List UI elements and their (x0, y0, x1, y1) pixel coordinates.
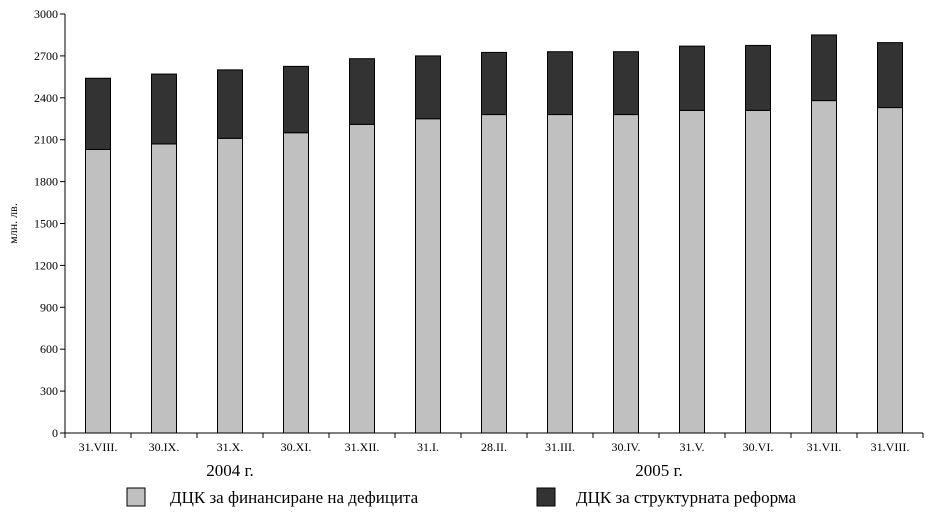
bar-segment-reform (613, 51, 639, 116)
x-tick-label: 31.V. (679, 440, 704, 454)
bar-segment-deficit (679, 109, 705, 434)
legend-swatch-deficit (126, 487, 146, 507)
x-tick-label: 30.XI. (281, 440, 312, 454)
legend-label-reform: ДЦК за структурната реформа (576, 488, 796, 507)
y-tick-label: 1200 (34, 258, 58, 272)
bar-segment-deficit (415, 118, 441, 434)
y-axis: 0 300 600 900 1200 1500 1800 2100 2400 2700 3000 (34, 7, 66, 440)
bar-segment-deficit (811, 100, 837, 434)
year-label: 2004 г. (206, 461, 254, 480)
bar-segment-deficit (877, 107, 903, 434)
bar-segment-reform (415, 55, 441, 120)
bar-segment-deficit (217, 137, 243, 434)
bar-segment-reform (481, 51, 507, 116)
y-tick-label: 2400 (34, 91, 58, 105)
bar-segment-reform (217, 69, 243, 139)
y-tick-label: 1500 (34, 217, 58, 231)
bar-segment-deficit (745, 109, 771, 434)
x-tick-label: 31.VIII. (871, 440, 910, 454)
legend-swatch-reform (536, 487, 556, 507)
x-tick-label: 30.IX. (149, 440, 180, 454)
bar-segment-reform (547, 51, 573, 116)
x-tick-label: 30.IV. (611, 440, 640, 454)
x-tick-label: 31.VIII. (79, 440, 118, 454)
y-tick-label: 600 (40, 342, 58, 356)
year-labels: 2004 г. 2005 г. (206, 461, 683, 480)
y-tick-label: 2100 (34, 133, 58, 147)
bar-segment-reform (283, 65, 309, 134)
y-tick-label: 900 (40, 300, 58, 314)
y-axis-label: млн. лв. (6, 203, 20, 244)
bar-segment-deficit (151, 143, 177, 434)
bar-segment-reform (811, 34, 837, 102)
bar-segment-reform (679, 45, 705, 111)
x-tick-label: 31.I. (417, 440, 439, 454)
x-tick-label: 31.X. (217, 440, 244, 454)
x-tick-label: 28.II. (481, 440, 507, 454)
bar-segment-reform (349, 58, 375, 125)
year-label: 2005 г. (635, 461, 683, 480)
x-tick-label: 31.XII. (345, 440, 380, 454)
bar-segment-reform (877, 42, 903, 109)
legend: ДЦК за финансиране на дефицита ДЦК за ст… (126, 487, 796, 507)
bar-segment-deficit (547, 114, 573, 434)
x-tick-label: 31.VII. (807, 440, 842, 454)
bar-segment-reform (151, 73, 177, 145)
y-tick-label: 1800 (34, 175, 58, 189)
bar-segment-reform (85, 77, 111, 150)
x-tick-label: 31.III. (545, 440, 575, 454)
bar-segment-deficit (85, 148, 111, 434)
y-tick-label: 2700 (34, 49, 58, 63)
y-tick-label: 0 (52, 426, 58, 440)
bar-segment-deficit (481, 114, 507, 434)
bar-segment-deficit (283, 132, 309, 434)
y-tick-label: 300 (40, 384, 58, 398)
bar-segment-deficit (613, 114, 639, 434)
y-tick-label: 3000 (34, 7, 58, 21)
bar-segment-reform (745, 44, 771, 111)
x-axis: 31.VIII. 30.IX. 31.X. 30.XI. 31.XII. 31.I. 28.… (64, 432, 924, 454)
bar-segment-deficit (349, 123, 375, 434)
bars (85, 34, 903, 434)
legend-label-deficit: ДЦК за финансиране на дефицита (170, 488, 419, 507)
x-tick-label: 30.VI. (743, 440, 774, 454)
